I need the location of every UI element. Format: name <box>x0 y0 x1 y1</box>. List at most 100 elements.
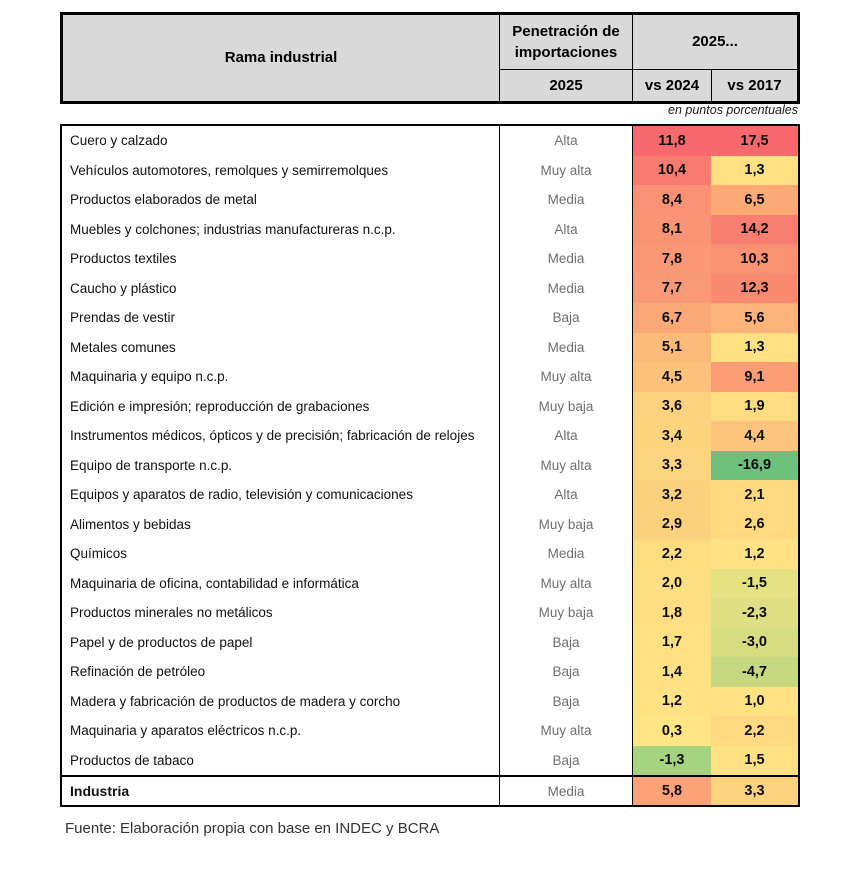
vs2024-cell: 7,8 <box>632 244 711 274</box>
rama-cell: Productos minerales no metálicos <box>70 605 273 621</box>
vs2017-cell: 1,0 <box>711 686 798 716</box>
penetracion-cell: Muy alta <box>499 362 632 392</box>
vs2024-cell: 5,8 <box>632 777 711 805</box>
table-row: Maquinaria y aparatos eléctricos n.c.p. M… <box>62 716 798 746</box>
rama-cell: Equipos y aparatos de radio, televisión … <box>70 487 413 503</box>
table-row: Productos de tabaco Baja -1,3 1,5 <box>62 745 798 775</box>
rama-cell: Maquinaria y aparatos eléctricos n.c.p. <box>70 723 302 739</box>
vs2024-cell: 4,5 <box>632 362 711 392</box>
vs2024-cell: 2,9 <box>632 509 711 539</box>
table-row: Madera y fabricación de productos de mad… <box>62 686 798 716</box>
penetracion-cell: Muy alta <box>499 450 632 480</box>
vs2017-cell: 2,6 <box>711 509 798 539</box>
table-row: Prendas de vestir Baja 6,7 5,6 <box>62 303 798 333</box>
vs2024-cell: 2,0 <box>632 568 711 598</box>
source-note: Fuente: Elaboración propia con base en I… <box>65 820 440 837</box>
header-penetracion-2025: 2025 <box>500 70 633 101</box>
rama-cell: Vehículos automotores, remolques y semir… <box>70 162 389 178</box>
vs2017-cell: 6,5 <box>711 185 798 215</box>
vs2024-cell: 3,6 <box>632 391 711 421</box>
vs2024-cell: 8,4 <box>632 185 711 215</box>
rama-cell: Instrumentos médicos, ópticos y de preci… <box>70 428 475 444</box>
table-row: Cuero y calzado Alta 11,8 17,5 <box>62 126 798 156</box>
rama-cell: Madera y fabricación de productos de mad… <box>70 693 401 709</box>
vs2017-cell: 5,6 <box>711 303 798 333</box>
penetracion-cell: Media <box>499 273 632 303</box>
vs2017-cell: 1,9 <box>711 391 798 421</box>
penetracion-cell: Muy baja <box>499 391 632 421</box>
table-row-total: Industria Media 5,8 3,3 <box>62 775 798 805</box>
unit-note: en puntos porcentuales <box>668 103 798 117</box>
penetracion-cell: Alta <box>499 214 632 244</box>
rama-cell: Prendas de vestir <box>70 310 176 326</box>
penetracion-cell: Baja <box>499 686 632 716</box>
vs2017-cell: 1,3 <box>711 155 798 185</box>
penetracion-cell: Muy alta <box>499 716 632 746</box>
rama-cell: Productos de tabaco <box>70 752 194 768</box>
table-row: Alimentos y bebidas Muy baja 2,9 2,6 <box>62 509 798 539</box>
header-2025-group: 2025... <box>633 15 797 70</box>
rama-cell: Papel y de productos de papel <box>70 634 253 650</box>
table-row: Caucho y plástico Media 7,7 12,3 <box>62 273 798 303</box>
vs2024-cell: 1,4 <box>632 657 711 687</box>
rama-cell: Metales comunes <box>70 339 176 355</box>
rama-cell: Muebles y colchones; industrias manufact… <box>70 221 396 237</box>
table-row: Maquinaria de oficina, contabilidad e in… <box>62 568 798 598</box>
vs2024-cell: 5,1 <box>632 332 711 362</box>
rama-cell: Equipo de transporte n.c.p. <box>70 457 233 473</box>
table-row: Edición e impresión; reproducción de gra… <box>62 391 798 421</box>
table-row: Productos minerales no metálicos Muy baja… <box>62 598 798 628</box>
table-row: Equipo de transporte n.c.p. Muy alta 3,3 -1… <box>62 450 798 480</box>
penetracion-cell: Media <box>499 777 632 805</box>
penetracion-cell: Baja <box>499 303 632 333</box>
table-row: Muebles y colchones; industrias manufact… <box>62 214 798 244</box>
table-body: Cuero y calzado Alta 11,8 17,5 Vehículos aut… <box>60 124 800 807</box>
penetracion-cell: Alta <box>499 421 632 451</box>
penetracion-cell: Media <box>499 332 632 362</box>
rama-cell: Cuero y calzado <box>70 133 168 149</box>
vs2017-cell: 14,2 <box>711 214 798 244</box>
vs2024-cell: 3,3 <box>632 450 711 480</box>
vs2017-cell: 1,3 <box>711 332 798 362</box>
vs2024-cell: 7,7 <box>632 273 711 303</box>
table-row: Maquinaria y equipo n.c.p. Muy alta 4,5 9,1 <box>62 362 798 392</box>
penetracion-cell: Muy alta <box>499 568 632 598</box>
vs2024-cell: 2,2 <box>632 539 711 569</box>
vs2017-cell: 4,4 <box>711 421 798 451</box>
vs2017-cell: -2,3 <box>711 598 798 628</box>
vs2024-cell: 10,4 <box>632 155 711 185</box>
rama-cell: Industria <box>70 783 130 799</box>
vs2017-cell: -3,0 <box>711 627 798 657</box>
table-row: Productos elaborados de metal Media 8,4 6,5 <box>62 185 798 215</box>
table-row: Vehículos automotores, remolques y semir… <box>62 155 798 185</box>
vs2017-cell: 1,2 <box>711 539 798 569</box>
table-row: Instrumentos médicos, ópticos y de preci… <box>62 421 798 451</box>
vs2024-cell: 3,4 <box>632 421 711 451</box>
vs2024-cell: 1,8 <box>632 598 711 628</box>
rama-cell: Maquinaria de oficina, contabilidad e in… <box>70 575 359 591</box>
vs2024-cell: 6,7 <box>632 303 711 333</box>
penetracion-cell: Media <box>499 539 632 569</box>
table-row: Metales comunes Media 5,1 1,3 <box>62 332 798 362</box>
penetracion-cell: Muy baja <box>499 598 632 628</box>
rama-cell: Refinación de petróleo <box>70 664 206 680</box>
table-row: Equipos y aparatos de radio, televisión … <box>62 480 798 510</box>
vs2017-cell: -1,5 <box>711 568 798 598</box>
rama-cell: Productos elaborados de metal <box>70 192 257 208</box>
vs2024-cell: 1,2 <box>632 686 711 716</box>
vs2017-cell: 9,1 <box>711 362 798 392</box>
penetracion-cell: Baja <box>499 657 632 687</box>
penetracion-cell: Baja <box>499 627 632 657</box>
header-rama-industrial: Rama industrial <box>63 15 500 101</box>
penetracion-cell: Muy baja <box>499 509 632 539</box>
vs2017-cell: -4,7 <box>711 657 798 687</box>
vs2024-cell: -1,3 <box>632 745 711 775</box>
vs2017-cell: 2,1 <box>711 480 798 510</box>
header-vs-2024: vs 2024 <box>633 70 712 101</box>
vs2017-cell: 1,5 <box>711 745 798 775</box>
penetracion-cell: Media <box>499 185 632 215</box>
vs2024-cell: 8,1 <box>632 214 711 244</box>
vs2017-cell: -16,9 <box>711 450 798 480</box>
rama-cell: Químicos <box>70 546 128 562</box>
table-row: Químicos Media 2,2 1,2 <box>62 539 798 569</box>
